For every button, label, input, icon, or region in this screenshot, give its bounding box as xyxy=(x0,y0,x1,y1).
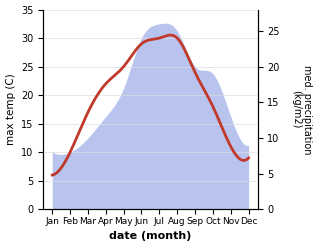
Y-axis label: max temp (C): max temp (C) xyxy=(5,74,16,145)
Y-axis label: med. precipitation
(kg/m2): med. precipitation (kg/m2) xyxy=(291,65,313,154)
X-axis label: date (month): date (month) xyxy=(109,231,192,242)
